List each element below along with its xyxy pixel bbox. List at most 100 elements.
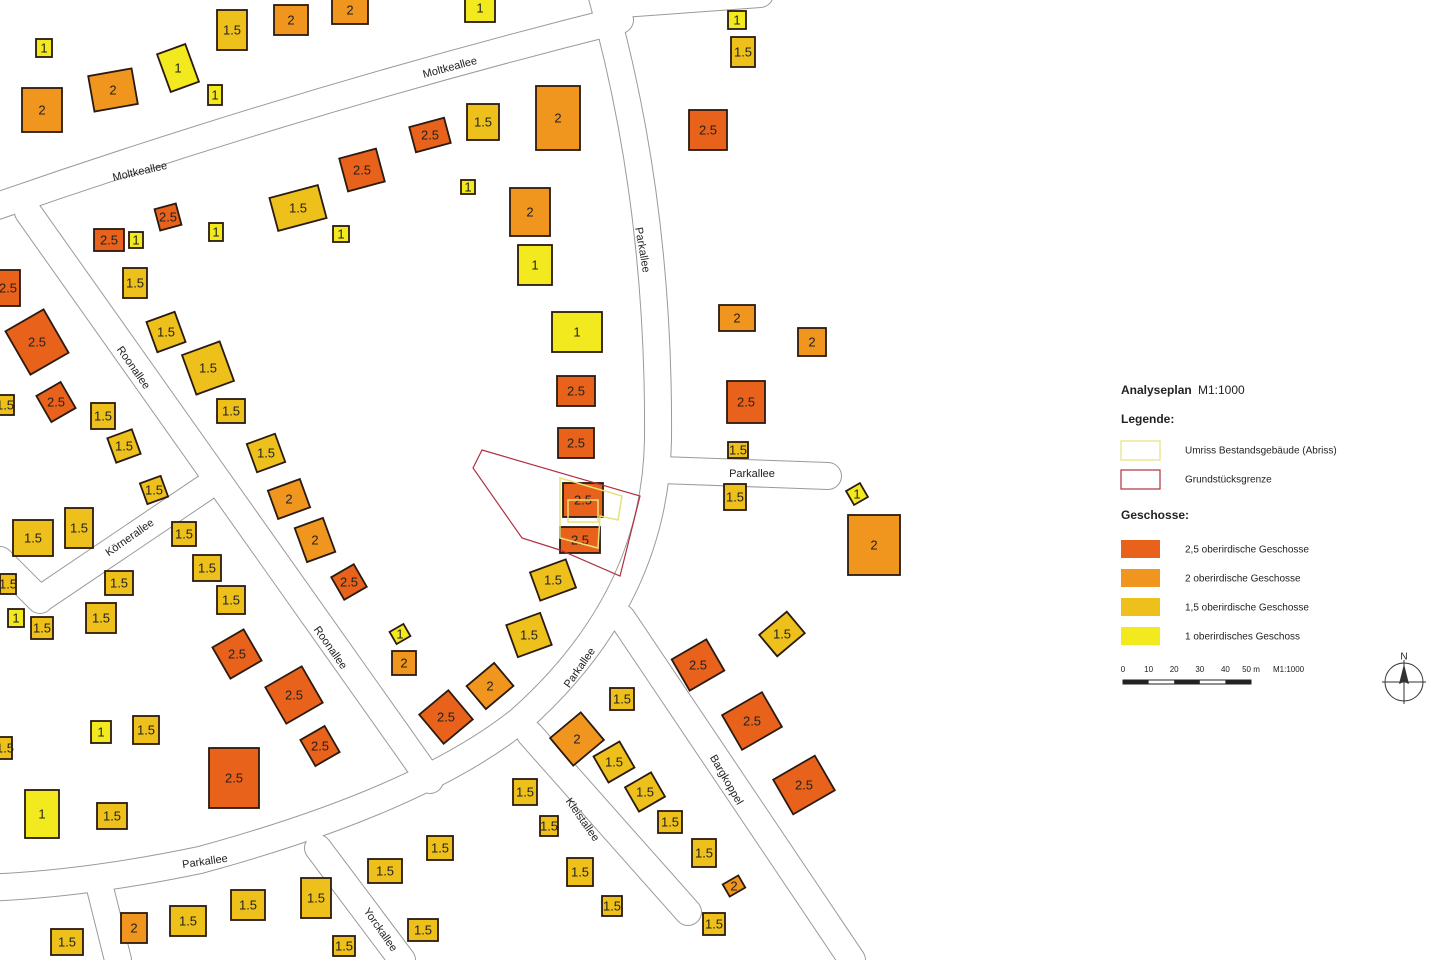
building: 1.5 <box>609 687 635 711</box>
building: 2.5 <box>556 375 596 407</box>
building-footprint <box>87 67 139 113</box>
building: 1.5 <box>332 935 356 957</box>
road <box>305 835 415 960</box>
building-floors: 1.5 <box>145 482 163 497</box>
building: 1.5 <box>0 573 17 595</box>
building-floors: 1.5 <box>137 722 155 737</box>
building-floors: 2.5 <box>100 232 118 247</box>
building-footprint <box>90 720 112 744</box>
building-floors: 1.5 <box>773 626 791 641</box>
building-footprint <box>623 771 667 813</box>
building-footprint <box>330 563 368 601</box>
building-footprint <box>557 427 595 459</box>
legend: Analyseplan M1:1000 Legende: Geschosse: … <box>1120 383 1337 645</box>
building-floors: 1.5 <box>414 922 432 937</box>
building-footprint <box>464 0 496 23</box>
building: 1.5 <box>12 519 54 557</box>
road <box>595 0 772 18</box>
building-footprint <box>208 747 260 809</box>
building-footprint <box>408 116 452 154</box>
building-floors: 2.5 <box>159 209 177 224</box>
building-footprint <box>797 327 827 357</box>
building-floors: 2.5 <box>0 280 17 295</box>
scale-bar: 0 10 20 30 40 50 m M1:1000 <box>1121 665 1305 685</box>
building-footprint <box>0 269 21 307</box>
legend-label: 2,5 oberirdische Geschosse <box>1185 545 1309 556</box>
building-floors: 1 <box>211 87 218 102</box>
building-floors: 1.5 <box>474 114 492 129</box>
building: 2.5 <box>557 427 595 459</box>
building: 1.5 <box>592 740 636 784</box>
building-floors: 2.5 <box>225 770 243 785</box>
building-floors: 2 <box>573 731 580 746</box>
building: 1 <box>207 84 223 106</box>
building: 1.5 <box>169 905 207 937</box>
building: 1 <box>35 38 53 58</box>
building-footprint <box>505 611 553 659</box>
building-footprint <box>211 628 263 680</box>
building: 2.5 <box>688 109 728 151</box>
building: 1.5 <box>723 483 747 511</box>
building-floors: 2 <box>287 12 294 27</box>
building: 1 <box>844 481 870 507</box>
scale-note: M1:1000 <box>1273 665 1305 674</box>
building-footprint <box>691 838 717 868</box>
building-floors: 1.5 <box>24 530 42 545</box>
building: 2.5 <box>0 269 21 307</box>
building-floors: 1.5 <box>335 938 353 953</box>
building: 1.5 <box>539 815 559 837</box>
building-footprint <box>388 622 412 646</box>
building: 1.5 <box>180 340 236 396</box>
building: 1.5 <box>512 778 538 806</box>
scale-bar-segment <box>1123 680 1149 684</box>
building-floors: 1.5 <box>103 808 121 823</box>
building-floors: 1.5 <box>734 44 752 59</box>
building: 1.5 <box>145 310 187 354</box>
building-footprint <box>702 912 726 936</box>
building: 1.5 <box>528 558 578 602</box>
building-floors: 2 <box>109 82 116 97</box>
building-floors: 1.5 <box>198 560 216 575</box>
building-floors: 2.5 <box>28 334 46 349</box>
legend-swatch <box>1121 569 1160 587</box>
road <box>85 867 131 960</box>
building: 2.5 <box>35 380 77 424</box>
building-footprint <box>273 4 309 36</box>
building-footprint <box>50 928 84 956</box>
building: 1 <box>24 789 60 839</box>
building: 2 <box>87 67 139 113</box>
scale-tick: 20 <box>1170 665 1179 674</box>
building: 1.5 <box>601 895 623 917</box>
building-footprint <box>216 9 248 51</box>
building-footprint <box>332 225 350 243</box>
building: 2.5 <box>264 665 324 725</box>
building-floors: 2 <box>130 920 137 935</box>
building-floors: 2.5 <box>689 657 707 672</box>
building: 1 <box>208 222 224 242</box>
building-floors: 1.5 <box>0 740 14 755</box>
street-name: Parkallee <box>729 468 775 480</box>
building-footprint <box>721 874 747 898</box>
building-floors: 1.5 <box>613 691 631 706</box>
building: 1 <box>727 10 747 30</box>
building: 1 <box>551 311 603 353</box>
roads <box>0 0 866 960</box>
building-footprint <box>266 477 312 521</box>
building-footprint <box>155 42 201 94</box>
building: 2 <box>509 187 551 237</box>
building-floors: 1.5 <box>94 408 112 423</box>
building-floors: 1.5 <box>571 864 589 879</box>
building-floors: 1.5 <box>223 22 241 37</box>
building-footprint <box>192 554 222 582</box>
building-footprint <box>727 441 749 459</box>
building-footprint <box>132 715 160 745</box>
building-floors: 1 <box>476 0 483 15</box>
building-floors: 1.5 <box>199 360 217 375</box>
building-footprint <box>723 483 747 511</box>
legend-title: Analyseplan <box>1121 383 1192 397</box>
building-floors: 1 <box>853 486 860 501</box>
building-footprint <box>153 202 183 232</box>
building: 1.5 <box>0 394 15 416</box>
building-floors: 2.5 <box>353 162 371 177</box>
building-footprint <box>21 87 63 133</box>
